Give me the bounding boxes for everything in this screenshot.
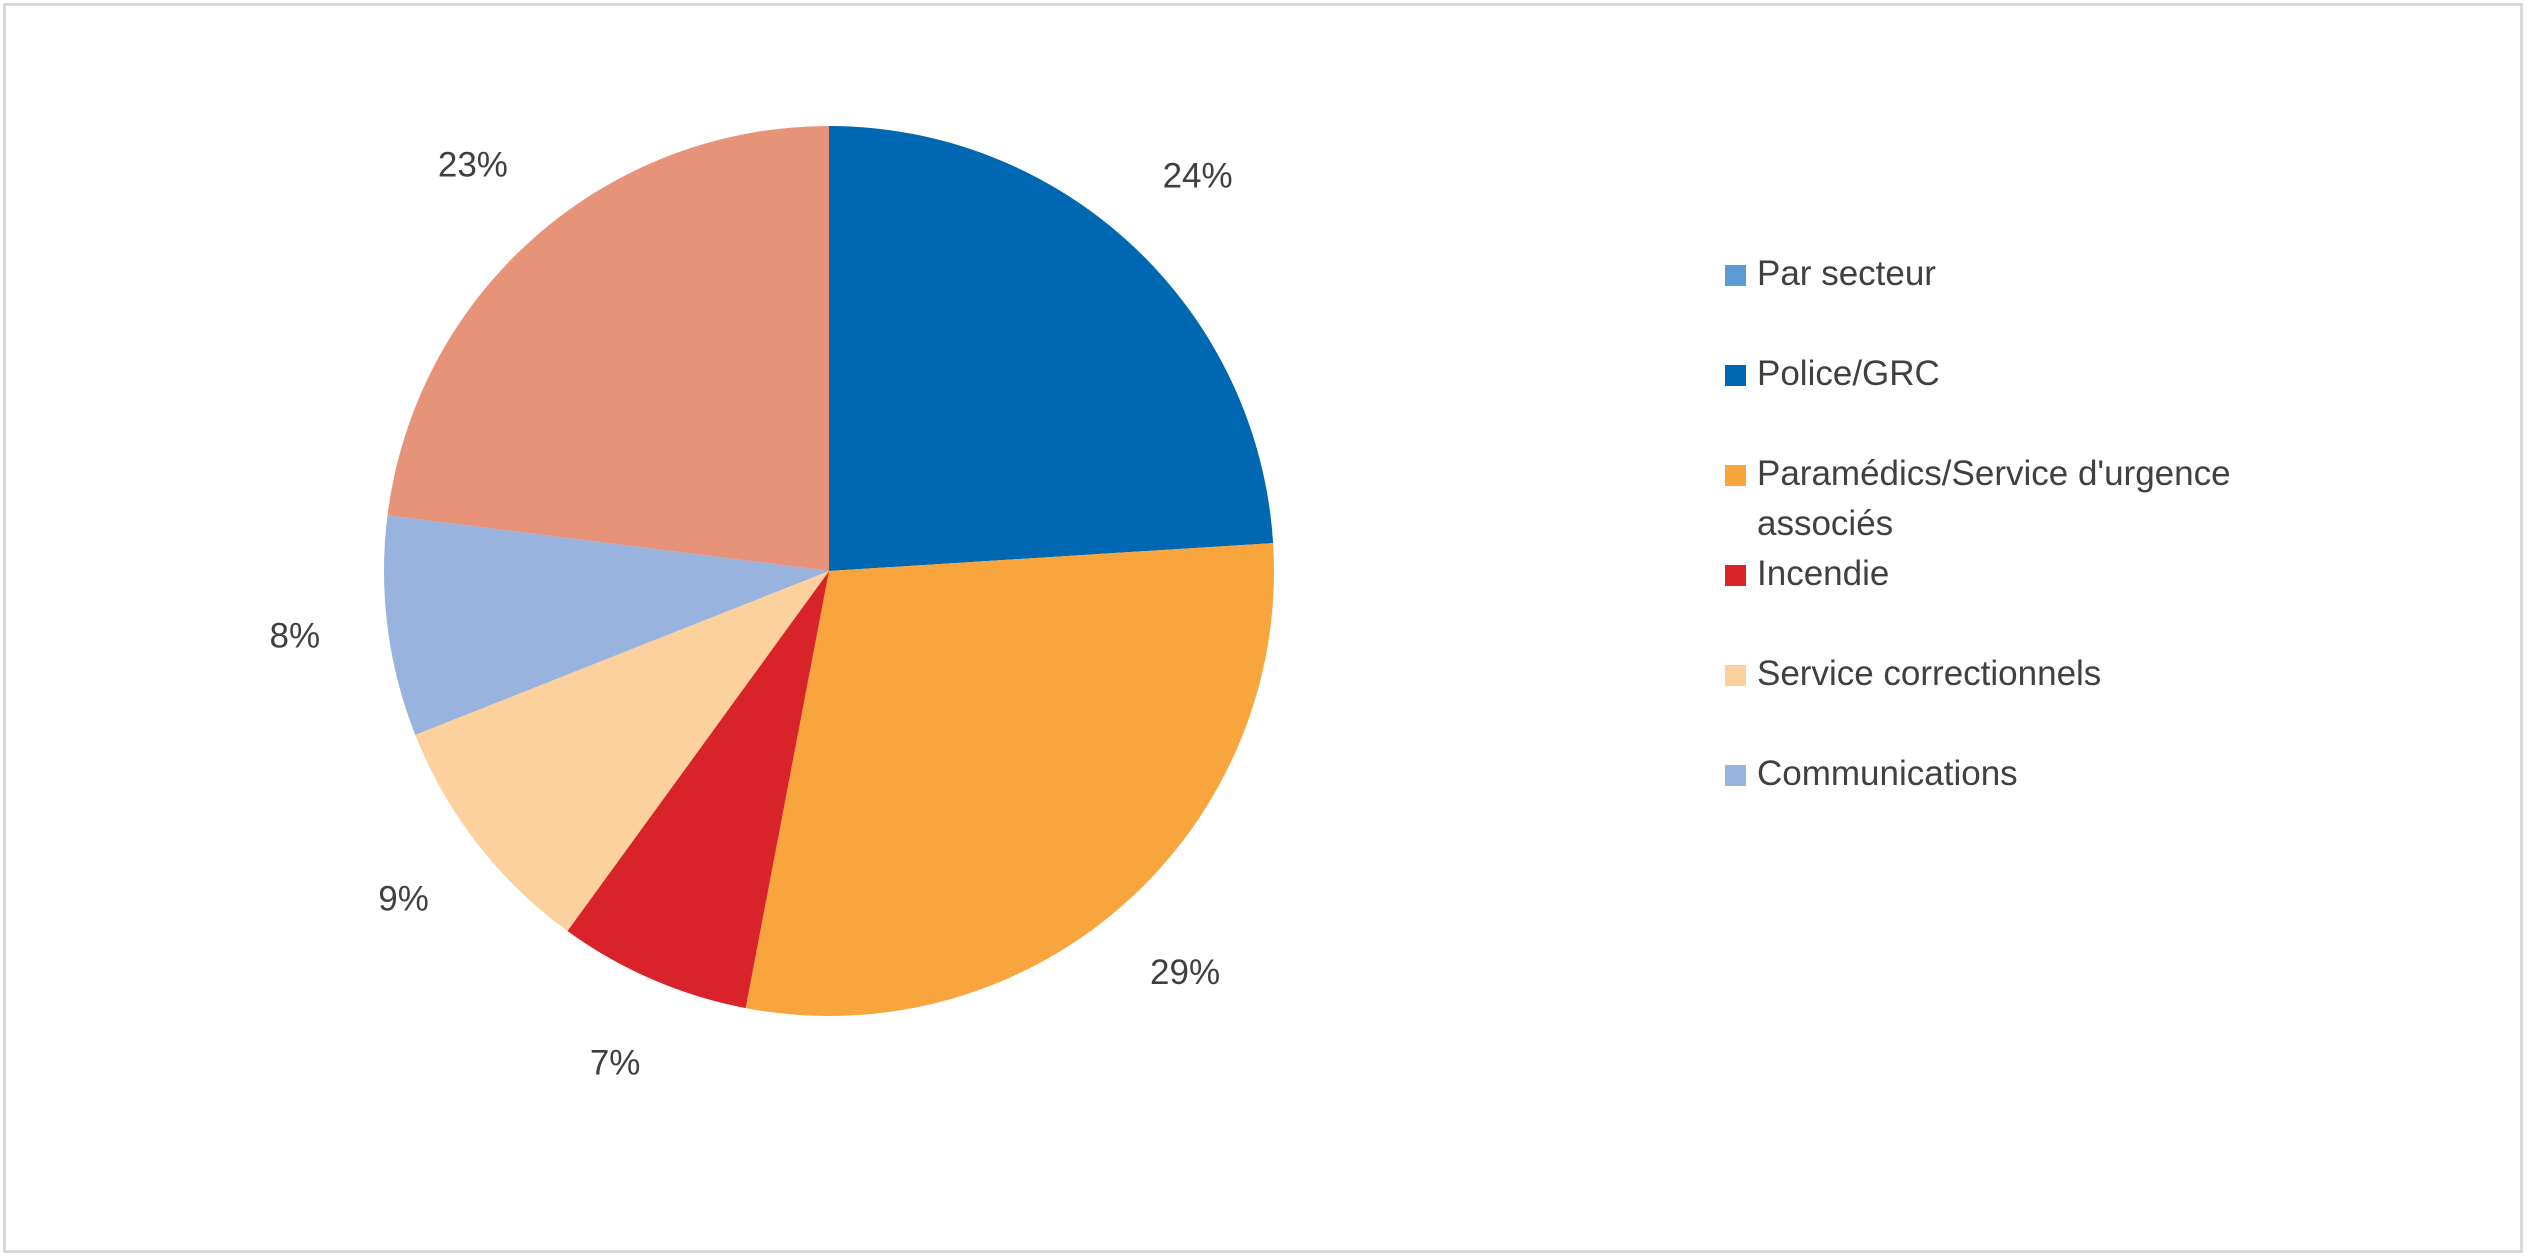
- legend: Par secteur Police/GRC Paramédics/Service …: [1725, 249, 2285, 849]
- pie-slice: [829, 126, 1274, 571]
- data-label: 29%: [1150, 953, 1220, 992]
- chart-border: [3, 3, 2523, 1253]
- data-label: 7%: [590, 1043, 641, 1082]
- legend-label: Service correctionnels: [1757, 654, 2102, 693]
- legend-swatch: [1725, 565, 1746, 586]
- legend-swatch: [1725, 265, 1746, 286]
- pie-slice: [384, 515, 829, 735]
- pie-slice: [745, 543, 1275, 1016]
- pie-slice: [567, 571, 829, 1009]
- legend-swatch: [1725, 365, 1746, 386]
- legend-swatch: [1725, 665, 1746, 686]
- data-label: 23%: [438, 145, 508, 184]
- legend-item: Communications: [1725, 749, 2285, 849]
- pie-slice: [415, 571, 829, 932]
- legend-label: Incendie: [1757, 554, 1890, 593]
- legend-item: Incendie: [1725, 549, 2285, 649]
- legend-item: Police/GRC: [1725, 349, 2285, 449]
- legend-swatch: [1725, 465, 1746, 486]
- legend-label: Police/GRC: [1757, 354, 1940, 393]
- legend-label: Communications: [1757, 754, 2018, 793]
- pie-slice: [387, 126, 829, 571]
- legend-item: Service correctionnels: [1725, 649, 2285, 749]
- legend-label: Par secteur: [1757, 254, 1936, 293]
- data-label: 9%: [378, 879, 429, 918]
- legend-label: Paramédics/Service d'urgence associés: [1757, 454, 2231, 543]
- legend-item: Par secteur: [1725, 249, 2285, 349]
- legend-swatch: [1725, 765, 1746, 786]
- data-label: 24%: [1163, 157, 1233, 196]
- legend-item: Paramédics/Service d'urgence associés: [1725, 449, 2285, 549]
- data-label: 8%: [269, 617, 320, 656]
